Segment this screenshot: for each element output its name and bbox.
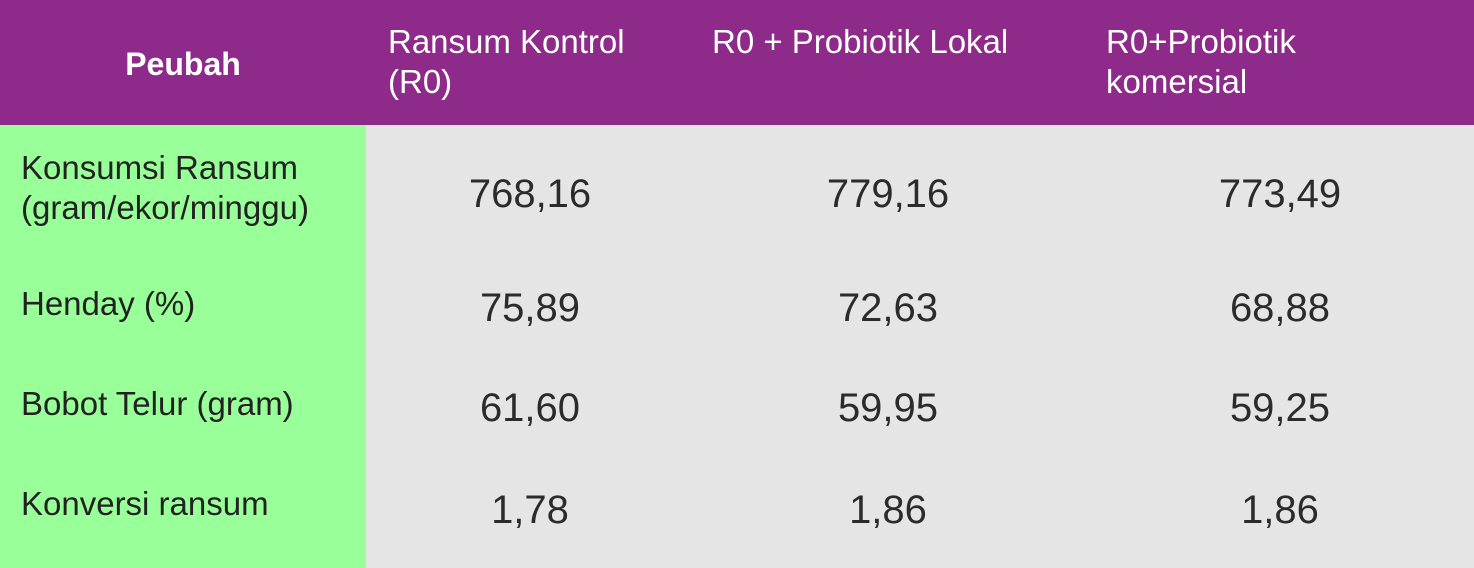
- cell-value: 773,49: [1218, 172, 1342, 216]
- header-probiotik-lokal: R0 + Probiotik Lokal: [712, 23, 1009, 60]
- row-label-konsumsi-ransum: Konsumsi Ransum (gram/ekor/minggu): [21, 148, 361, 228]
- cell-value: 68,88: [1229, 286, 1331, 330]
- row-label-line1: Konsumsi Ransum: [21, 149, 298, 186]
- row-label-bobot-telur: Bobot Telur (gram): [21, 385, 294, 422]
- cell-value: 61,60: [479, 386, 581, 430]
- cell-value: 779,16: [826, 172, 950, 216]
- cell-value: 1,78: [491, 488, 569, 532]
- cell-value: 768,16: [468, 172, 592, 216]
- header-probiotik-komersial-line1: R0+Probiotik: [1106, 23, 1296, 60]
- cell-value: 59,25: [1229, 386, 1331, 430]
- header-ransum-kontrol-line2: (R0): [388, 63, 453, 100]
- row-label-line2: (gram/ekor/minggu): [21, 189, 309, 226]
- cell-value: 75,89: [479, 286, 581, 330]
- table-header: Peubah Ransum Kontrol (R0) R0 + Probioti…: [0, 0, 1474, 125]
- cell-value: 59,95: [837, 386, 939, 430]
- cell-value: 1,86: [849, 488, 927, 532]
- row-label-konversi-ransum: Konversi ransum: [21, 485, 269, 522]
- cell-value: 1,86: [1241, 488, 1319, 532]
- row-label-henday: Henday (%): [21, 285, 196, 322]
- header-ransum-kontrol-line1: Ransum Kontrol: [388, 23, 625, 60]
- header-probiotik-komersial-line2: komersial: [1106, 63, 1248, 100]
- header-probiotik-komersial: R0+Probiotik komersial: [1106, 22, 1436, 102]
- header-peubah: Peubah: [125, 46, 241, 82]
- cell-value: 72,63: [837, 286, 939, 330]
- header-ransum-kontrol: Ransum Kontrol (R0): [388, 22, 688, 102]
- label-column: [0, 125, 366, 568]
